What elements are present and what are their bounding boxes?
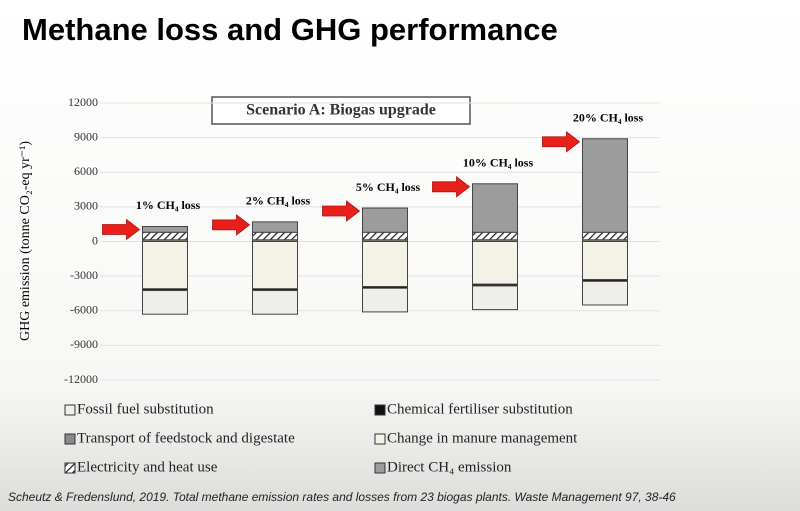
bar-segment	[362, 287, 408, 313]
bar-segment	[582, 138, 628, 233]
category-label: 2% CH₄ loss	[246, 194, 311, 208]
category-label: 5% CH₄ loss	[356, 180, 421, 194]
legend-label: Chemical fertiliser substitution	[387, 401, 573, 417]
bar-segment	[582, 280, 628, 306]
bar-segment	[252, 231, 298, 241]
legend-label: Transport of feedstock and digestate	[77, 430, 295, 446]
legend-swatch	[374, 404, 386, 416]
category-label: 20% CH₄ loss	[573, 111, 644, 125]
bar-segment	[142, 241, 188, 290]
bar-segment	[362, 231, 408, 241]
y-tick-label: 0	[92, 233, 98, 247]
bar-segment	[362, 207, 408, 233]
legend-label: Direct CH₄ emission	[387, 459, 512, 475]
bar-segment	[472, 285, 518, 311]
y-tick-label: -9000	[70, 337, 98, 351]
legend-swatch	[374, 433, 386, 445]
bar-segment	[362, 241, 408, 288]
category-label: 10% CH₄ loss	[463, 156, 534, 170]
y-tick-label: 3000	[74, 199, 98, 213]
arrow	[102, 218, 141, 241]
y-tick-label: -6000	[70, 303, 98, 317]
annotation-box	[211, 96, 471, 125]
bar-segment	[472, 183, 518, 233]
category-label: 1% CH₄ loss	[136, 198, 201, 212]
legend-swatch	[374, 462, 386, 474]
bar-segment	[252, 290, 298, 315]
bar-segment	[472, 241, 518, 285]
y-tick-label: -12000	[64, 372, 98, 386]
slide-title: Methane loss and GHG performance	[22, 12, 558, 47]
y-tick-label: 9000	[74, 129, 98, 143]
y-tick-label: 12000	[68, 95, 98, 109]
legend-swatch	[64, 433, 76, 445]
bar-segment	[472, 231, 518, 241]
legend-swatch	[64, 462, 76, 474]
arrow	[542, 130, 581, 153]
bar-segment	[142, 225, 188, 233]
legend-label: Fossil fuel substitution	[77, 401, 214, 417]
bar-segment	[582, 231, 628, 241]
y-axis-label: GHG emission (tonne CO₂-eq yr⁻¹)	[18, 141, 33, 341]
bar-segment	[142, 231, 188, 241]
source: Scheutz & Fredenslund, 2019. Total metha…	[8, 490, 676, 504]
y-tick-label: 6000	[74, 164, 98, 178]
bar-segment	[142, 290, 188, 315]
arrow	[212, 214, 251, 236]
bar-segment	[252, 221, 298, 233]
legend-label: Electricity and heat use	[77, 459, 218, 475]
arrow	[432, 175, 471, 198]
y-tick-label: -3000	[70, 268, 98, 282]
bar-segment	[582, 241, 628, 281]
bar-segment	[252, 241, 298, 290]
legend-label: Change in manure management	[387, 430, 578, 446]
legend-swatch	[64, 404, 76, 416]
arrow	[322, 200, 361, 222]
annotation: Scenario A: Biogas upgrade	[246, 102, 436, 119]
